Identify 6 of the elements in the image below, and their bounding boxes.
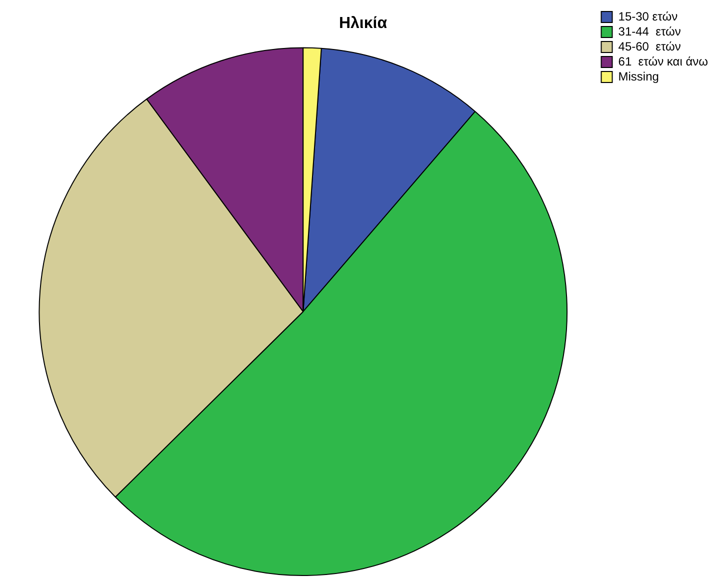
legend-label: Missing bbox=[618, 69, 659, 84]
legend-label: 31-44 ετών bbox=[618, 24, 681, 38]
legend-label: 45-60 ετών bbox=[618, 39, 681, 54]
chart-title: Ηλικία bbox=[338, 15, 388, 32]
legend-label: 61 ετών και άνω bbox=[618, 54, 708, 68]
legend-label: 15-30 ετών bbox=[618, 9, 678, 24]
